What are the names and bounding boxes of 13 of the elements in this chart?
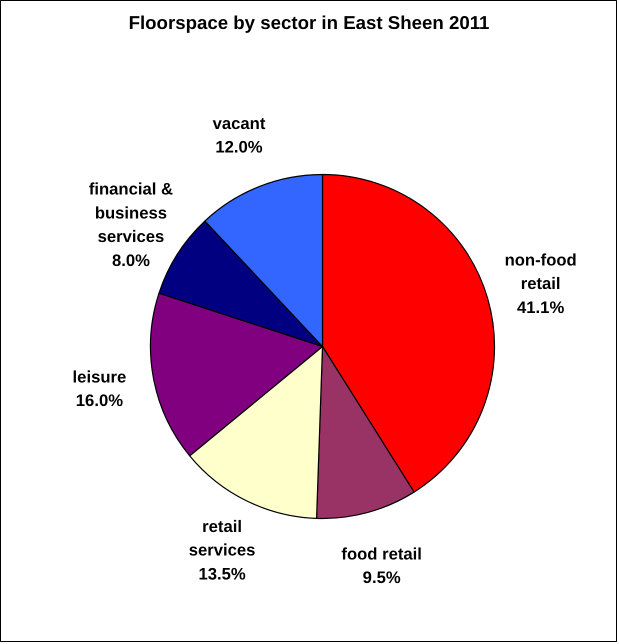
- data-label: 9.5%: [362, 568, 401, 588]
- data-label: 8.0%: [112, 250, 150, 270]
- data-label: 13.5%: [198, 564, 246, 584]
- slice-label: leisure: [72, 367, 126, 386]
- slice-label: financial & business services: [88, 180, 174, 246]
- data-label: 41.1%: [517, 298, 564, 317]
- slice-label: vacant: [212, 114, 266, 133]
- slice-label: retail services: [188, 516, 256, 560]
- slice-label: non-food retail: [504, 250, 577, 294]
- slice-label: food retail: [341, 544, 422, 564]
- data-label: 16.0%: [76, 391, 124, 410]
- data-label: 12.0%: [215, 138, 263, 157]
- chart-title: Floorspace by sector in East Sheen 2011: [128, 12, 490, 33]
